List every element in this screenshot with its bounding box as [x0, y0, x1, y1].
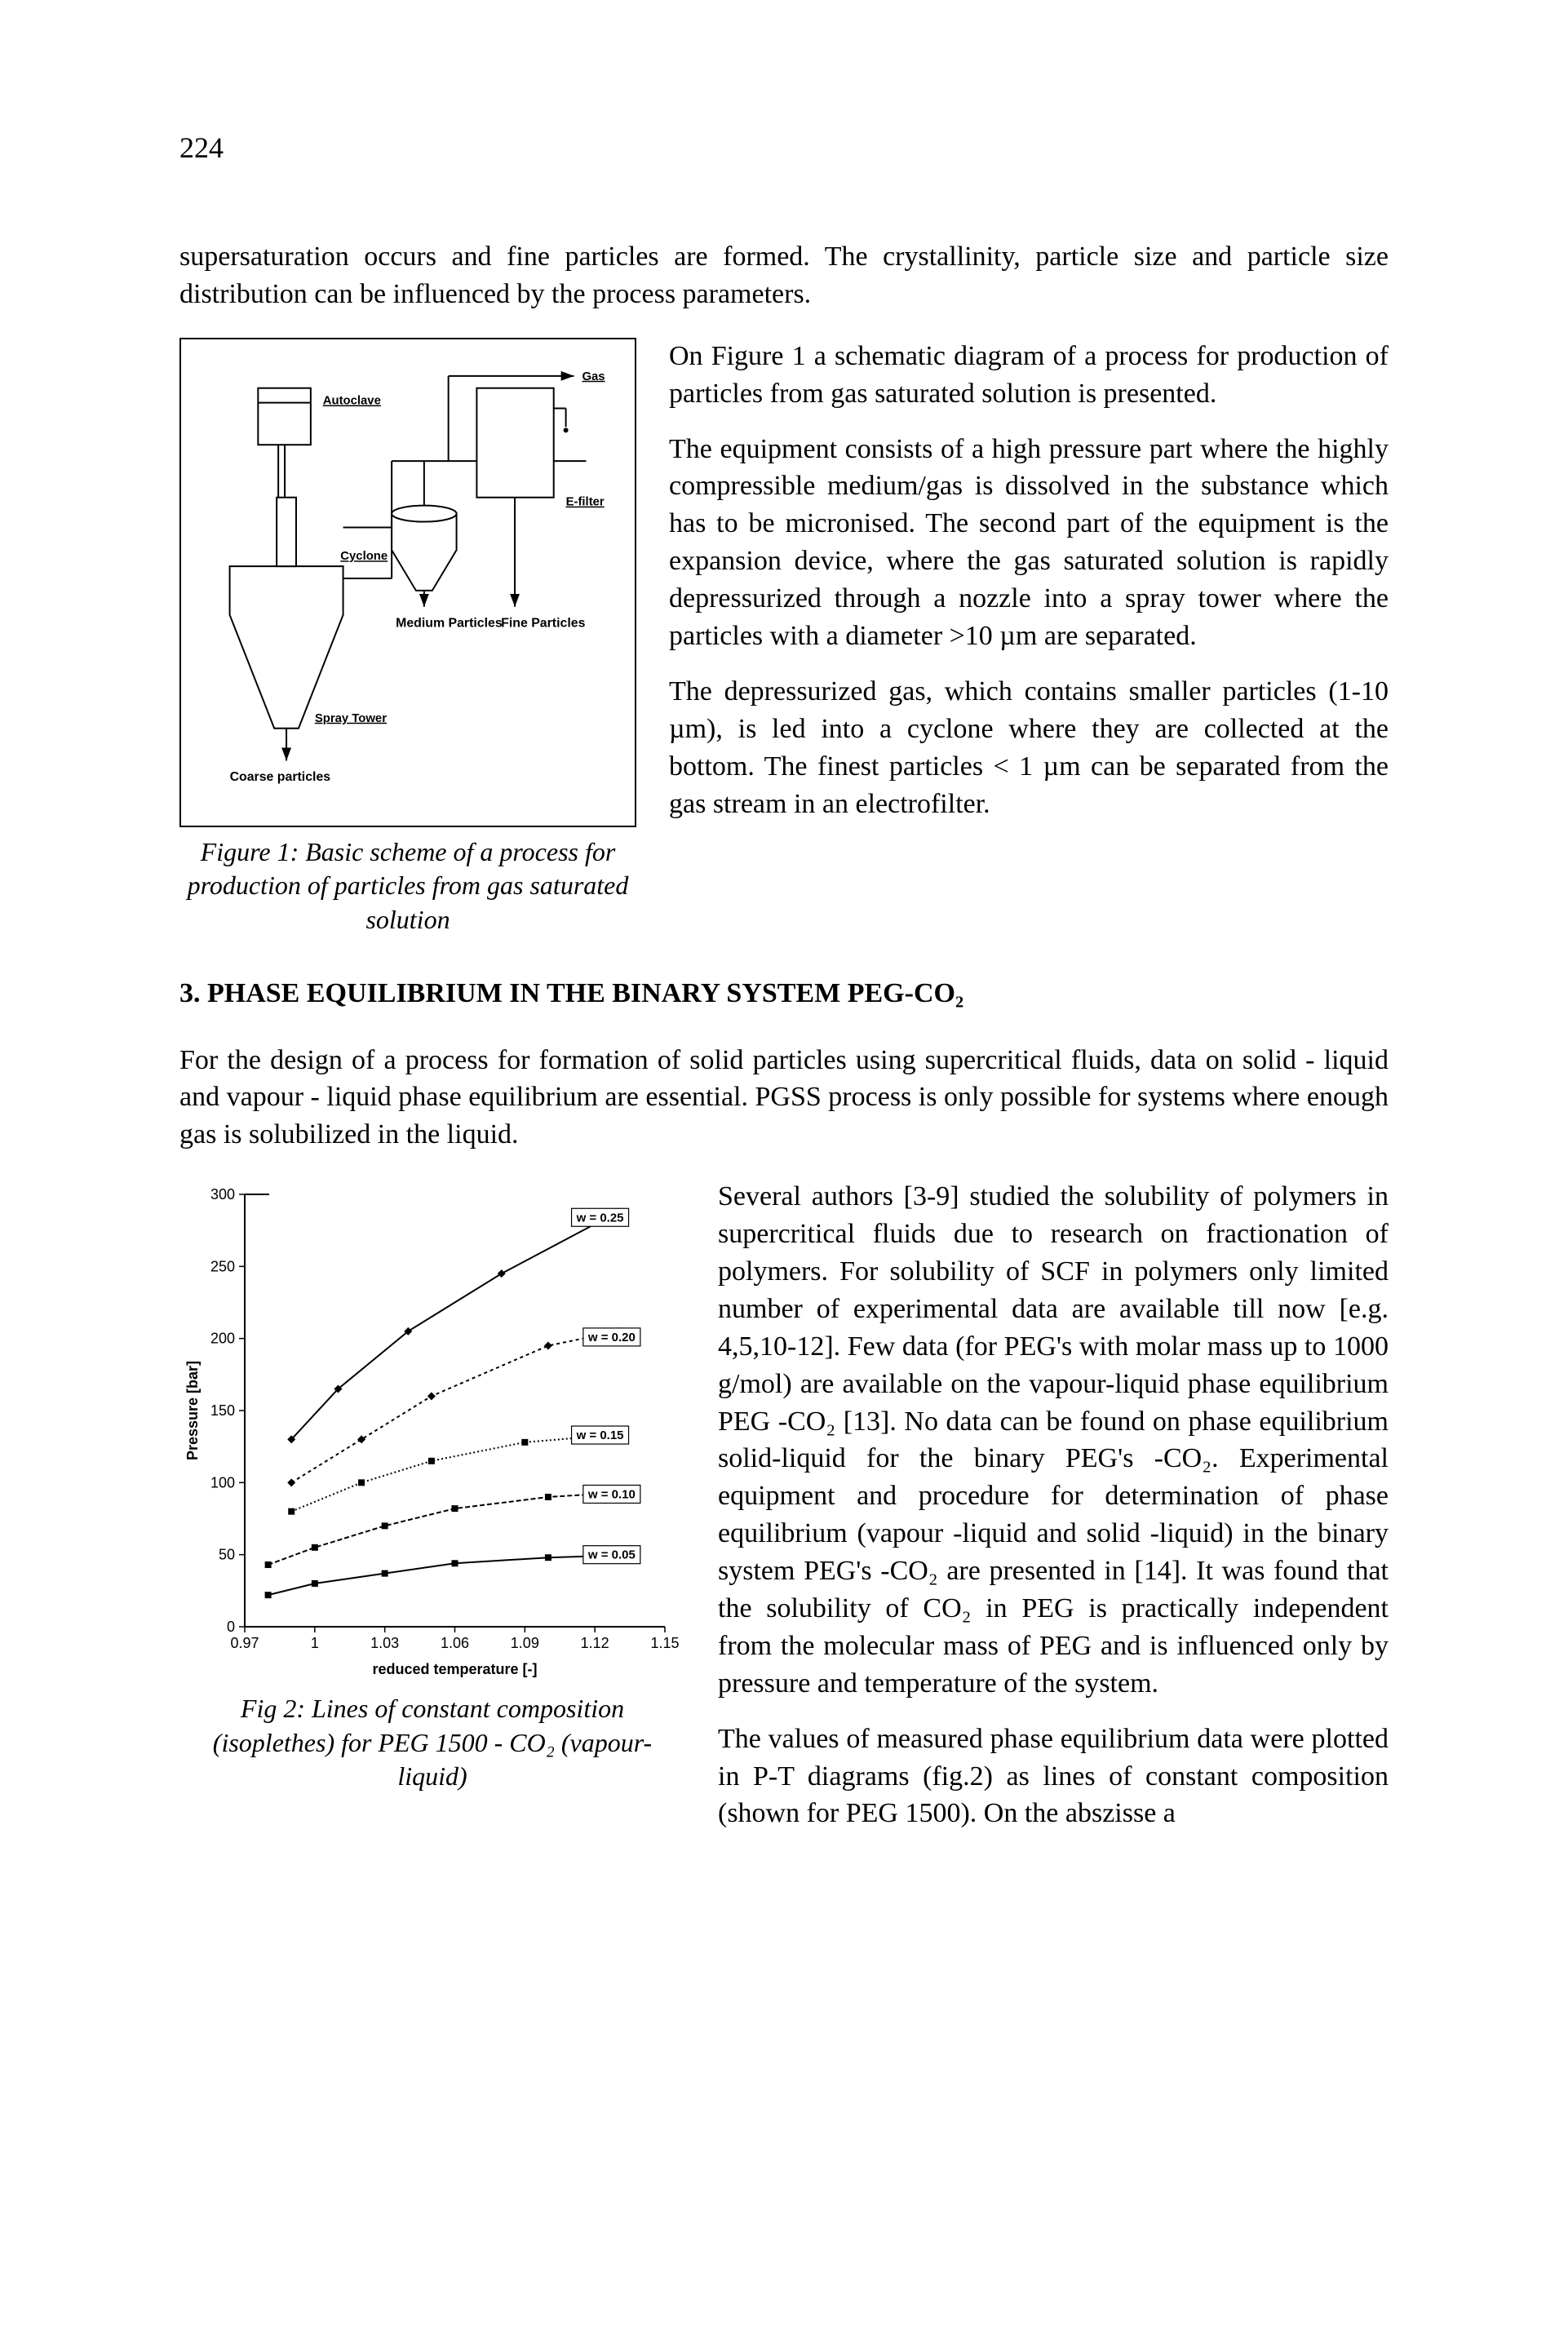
label-gas: Gas	[582, 370, 605, 383]
isopleth-chart-svg: 0 50 100 150 200 250 300 0.97 1 1.03 1.06 1.09 1.12 1…	[179, 1178, 685, 1684]
figure1-caption: Figure 1: Basic scheme of a process for …	[179, 835, 636, 937]
svg-text:w = 0.05: w = 0.05	[587, 1548, 636, 1562]
para-4: Several authors [3-9] studied the solubi…	[718, 1178, 1389, 1702]
para-2: The equipment consists of a high pressur…	[669, 431, 1389, 655]
svg-text:250: 250	[210, 1259, 235, 1275]
svg-text:150: 150	[210, 1402, 235, 1419]
label-medium: Medium Particles	[396, 616, 503, 630]
figure2-chart: 0 50 100 150 200 250 300 0.97 1 1.03 1.06 1.09 1.12 1…	[179, 1178, 685, 1684]
svg-text:w = 0.25: w = 0.25	[576, 1211, 624, 1225]
svg-text:50: 50	[219, 1547, 235, 1563]
section-figure1: Autoclave Spray Tower Coarse particles	[179, 338, 1389, 937]
para-1: On Figure 1 a schematic diagram of a pro…	[669, 338, 1389, 413]
para-3: The depressurized gas, which contains sm…	[669, 673, 1389, 823]
label-cyclone: Cyclone	[340, 550, 388, 563]
svg-text:0: 0	[227, 1619, 235, 1635]
page: 224 supersaturation occurs and fine part…	[0, 0, 1568, 2013]
para-5: The values of measured phase equilibrium…	[718, 1721, 1389, 1833]
figure1-diagram: Autoclave Spray Tower Coarse particles	[179, 338, 636, 827]
figure2-caption: Fig 2: Lines of constant composition (is…	[179, 1692, 685, 1794]
para-after-heading: For the design of a process for formatio…	[179, 1042, 1389, 1154]
process-schematic-svg: Autoclave Spray Tower Coarse particles	[181, 339, 635, 826]
label-coarse: Coarse particles	[230, 770, 331, 784]
svg-text:1.06: 1.06	[441, 1635, 469, 1651]
svg-text:w = 0.15: w = 0.15	[576, 1428, 624, 1442]
label-fine: Fine Particles	[501, 616, 585, 630]
svg-text:1.09: 1.09	[511, 1635, 539, 1651]
svg-text:1.15: 1.15	[650, 1635, 679, 1651]
svg-text:reduced temperature [-]: reduced temperature [-]	[372, 1661, 537, 1677]
svg-text:1.03: 1.03	[370, 1635, 399, 1651]
svg-text:w = 0.20: w = 0.20	[587, 1331, 636, 1344]
svg-text:100: 100	[210, 1475, 235, 1491]
text-column-1: On Figure 1 a schematic diagram of a pro…	[669, 338, 1389, 937]
figure2-column: 0 50 100 150 200 250 300 0.97 1 1.03 1.06 1.09 1.12 1…	[179, 1178, 685, 1850]
svg-text:200: 200	[210, 1331, 235, 1347]
section-heading: 3. PHASE EQUILIBRIUM IN THE BINARY SYSTE…	[179, 978, 1389, 1009]
section-figure2: 0 50 100 150 200 250 300 0.97 1 1.03 1.06 1.09 1.12 1…	[179, 1178, 1389, 1850]
svg-text:1: 1	[311, 1635, 319, 1651]
svg-text:w = 0.10: w = 0.10	[587, 1488, 636, 1502]
figure1-column: Autoclave Spray Tower Coarse particles	[179, 338, 636, 937]
svg-text:Pressure [bar]: Pressure [bar]	[184, 1361, 201, 1460]
svg-text:0.97: 0.97	[230, 1635, 259, 1651]
intro-paragraph: supersaturation occurs and fine particle…	[179, 238, 1389, 313]
svg-text:300: 300	[210, 1186, 235, 1203]
text-column-2: Several authors [3-9] studied the solubi…	[718, 1178, 1389, 1850]
label-autoclave: Autoclave	[323, 394, 381, 407]
label-efilter: E-filter	[566, 495, 605, 508]
label-spray-tower: Spray Tower	[315, 712, 387, 725]
svg-text:1.12: 1.12	[581, 1635, 609, 1651]
page-number: 224	[179, 131, 1389, 165]
